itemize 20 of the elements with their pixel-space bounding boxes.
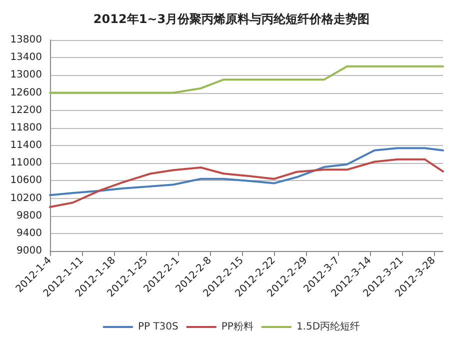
- y-tick-label: 10600: [10, 175, 42, 186]
- y-tick-label: 9800: [16, 210, 42, 222]
- y-tick-label: 9400: [16, 228, 42, 239]
- y-tick-label: 12600: [10, 87, 42, 98]
- y-tick-label: 10200: [10, 192, 42, 204]
- legend-label: PP T30S: [138, 322, 178, 332]
- legend-label: 1.5D丙纶短纤: [296, 320, 360, 332]
- y-tick-label: 11000: [10, 158, 42, 169]
- line-series: [49, 65, 444, 94]
- y-tick-label: 12200: [10, 104, 42, 116]
- y-tick-label: 11400: [10, 140, 42, 151]
- line-series: [49, 147, 444, 196]
- y-tick-label: 13400: [10, 52, 42, 64]
- chart-title: 2012年1~3月份聚丙烯原料与丙纶短纤价格走势图: [93, 12, 370, 26]
- y-tick-label: 9000: [16, 246, 42, 256]
- legend-label: PP粉料: [221, 320, 254, 332]
- line-series: [49, 158, 444, 208]
- y-tick-label: 11800: [10, 122, 42, 134]
- y-tick-label: 13800: [10, 34, 42, 46]
- y-tick-label: 13000: [10, 70, 42, 81]
